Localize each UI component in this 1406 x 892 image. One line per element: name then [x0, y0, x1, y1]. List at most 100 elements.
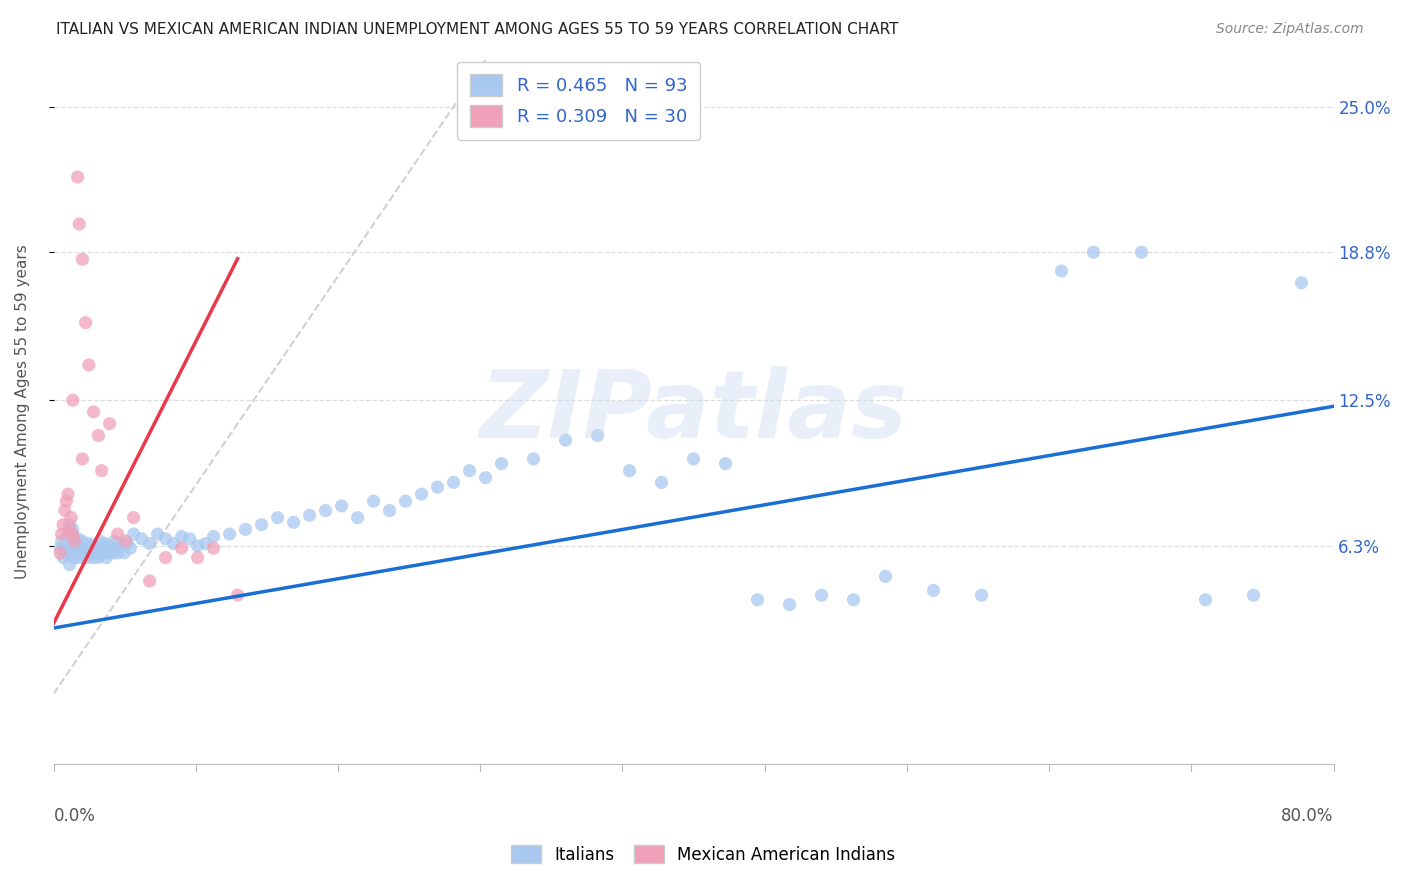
Point: [86, 541, 108, 556]
Point: [52, 517, 75, 532]
Point: [619, 464, 641, 478]
Point: [1130, 245, 1153, 260]
Point: [315, 503, 337, 517]
Point: [59, 522, 82, 536]
Point: [346, 510, 368, 524]
Point: [77, 536, 100, 550]
Point: [97, 546, 120, 560]
Point: [94, 536, 117, 550]
Point: [1243, 588, 1265, 602]
Point: [363, 494, 385, 508]
Point: [554, 433, 576, 447]
Point: [51, 527, 73, 541]
Point: [651, 475, 673, 490]
Point: [72, 534, 94, 549]
Point: [76, 550, 98, 565]
Point: [155, 550, 177, 565]
Point: [56, 487, 79, 501]
Point: [98, 417, 121, 431]
Point: [107, 527, 129, 541]
Point: [202, 529, 225, 543]
Point: [1050, 264, 1073, 278]
Text: 80.0%: 80.0%: [1281, 806, 1333, 824]
Point: [66, 546, 89, 560]
Point: [103, 534, 125, 549]
Point: [53, 546, 76, 560]
Point: [60, 546, 83, 560]
Point: [75, 541, 97, 556]
Point: [72, 252, 94, 267]
Point: [72, 451, 94, 466]
Point: [298, 508, 321, 523]
Point: [443, 475, 465, 490]
Point: [49, 541, 72, 556]
Legend: Italians, Mexican American Indians: Italians, Mexican American Indians: [503, 838, 903, 871]
Point: [59, 517, 82, 532]
Point: [90, 464, 112, 478]
Point: [120, 541, 142, 556]
Point: [83, 405, 105, 419]
Point: [586, 428, 609, 442]
Point: [91, 541, 114, 556]
Point: [87, 550, 110, 565]
Point: [110, 539, 132, 553]
Point: [170, 541, 193, 556]
Point: [394, 494, 416, 508]
Point: [62, 527, 84, 541]
Point: [1083, 245, 1105, 260]
Point: [179, 532, 201, 546]
Point: [138, 536, 160, 550]
Point: [62, 522, 84, 536]
Point: [52, 550, 75, 565]
Point: [63, 534, 86, 549]
Point: [83, 550, 105, 565]
Text: ZIPatlas: ZIPatlas: [479, 366, 908, 458]
Point: [146, 527, 169, 541]
Point: [1194, 592, 1216, 607]
Point: [266, 510, 288, 524]
Point: [62, 536, 84, 550]
Point: [66, 169, 89, 184]
Point: [458, 464, 481, 478]
Point: [779, 598, 801, 612]
Point: [67, 217, 90, 231]
Point: [162, 536, 184, 550]
Point: [77, 358, 100, 372]
Point: [1291, 276, 1313, 290]
Point: [842, 592, 865, 607]
Point: [122, 510, 145, 524]
Point: [67, 550, 90, 565]
Point: [115, 536, 138, 550]
Point: [75, 316, 97, 330]
Point: [235, 522, 257, 536]
Point: [170, 529, 193, 543]
Text: 0.0%: 0.0%: [53, 806, 96, 824]
Point: [810, 588, 832, 602]
Point: [112, 546, 135, 560]
Point: [250, 517, 273, 532]
Point: [522, 451, 544, 466]
Point: [59, 558, 82, 572]
Point: [69, 541, 91, 556]
Point: [226, 588, 249, 602]
Point: [330, 499, 353, 513]
Point: [378, 503, 401, 517]
Point: [105, 541, 128, 556]
Point: [131, 532, 153, 546]
Point: [62, 393, 84, 408]
Point: [100, 541, 122, 556]
Point: [55, 539, 77, 553]
Point: [80, 539, 103, 553]
Point: [96, 550, 118, 565]
Text: ITALIAN VS MEXICAN AMERICAN INDIAN UNEMPLOYMENT AMONG AGES 55 TO 59 YEARS CORREL: ITALIAN VS MEXICAN AMERICAN INDIAN UNEMP…: [56, 22, 898, 37]
Point: [65, 539, 87, 553]
Point: [55, 494, 77, 508]
Point: [187, 539, 209, 553]
Point: [60, 510, 83, 524]
Point: [138, 574, 160, 588]
Point: [87, 428, 110, 442]
Legend: R = 0.465   N = 93, R = 0.309   N = 30: R = 0.465 N = 93, R = 0.309 N = 30: [457, 62, 700, 140]
Point: [714, 457, 737, 471]
Point: [187, 550, 209, 565]
Point: [474, 471, 496, 485]
